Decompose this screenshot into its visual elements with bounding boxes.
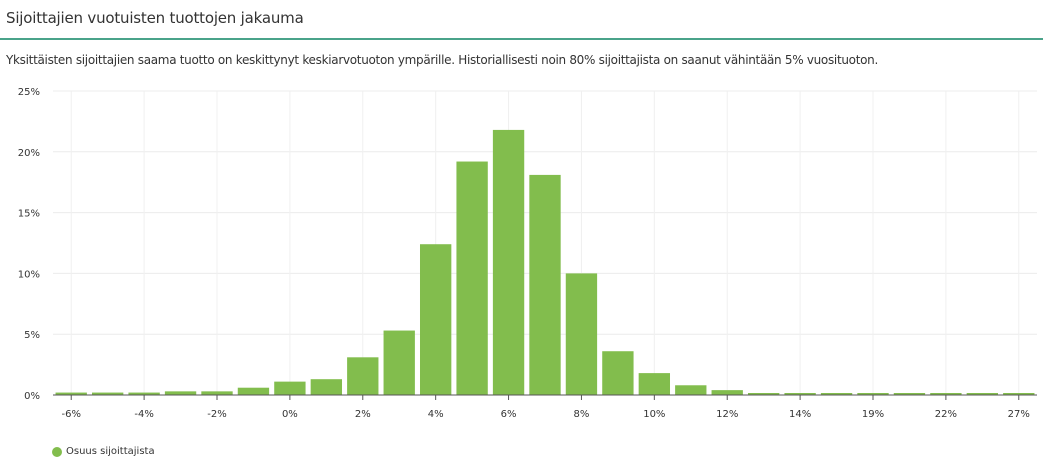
- y-tick-label: 5%: [24, 330, 40, 341]
- y-tick-label: 10%: [18, 269, 40, 280]
- x-tick-label: 27%: [1008, 409, 1030, 420]
- bar-25%: [966, 393, 999, 395]
- x-tick-label: 4%: [428, 409, 444, 420]
- bar--3%: [164, 391, 197, 395]
- x-tick-label: -4%: [134, 409, 153, 420]
- x-tick-label: 2%: [355, 409, 371, 420]
- bar-22%: [930, 393, 962, 395]
- x-tick-label: 22%: [935, 409, 957, 420]
- x-tick-label: 19%: [862, 409, 884, 420]
- x-tick-label: 0%: [282, 409, 298, 420]
- bar-19%: [857, 393, 889, 395]
- bar-3%: [383, 330, 415, 395]
- y-tick-label: 25%: [18, 87, 40, 98]
- bar--6%: [55, 392, 87, 395]
- y-tick-label: 15%: [18, 209, 40, 220]
- y-tick-label: 20%: [18, 148, 40, 159]
- y-tick-label: 0%: [24, 391, 40, 402]
- bar-4%: [419, 244, 452, 395]
- bar--2%: [201, 391, 233, 395]
- bar-5%: [456, 161, 488, 395]
- bar--1%: [237, 387, 270, 395]
- bar-9%: [602, 351, 634, 395]
- legend-marker: [52, 446, 62, 457]
- x-tick-label: 12%: [716, 409, 738, 420]
- page-title: Sijoittajien vuotuisten tuottojen jakaum…: [6, 9, 304, 27]
- title-divider: [0, 38, 1043, 40]
- header: Sijoittajien vuotuisten tuottojen jakaum…: [0, 0, 1043, 42]
- x-tick-label: 10%: [643, 409, 665, 420]
- chart-legend[interactable]: Osuus sijoittajista: [52, 446, 155, 457]
- legend-label: Osuus sijoittajista: [66, 446, 155, 457]
- bar-27%: [1003, 393, 1035, 395]
- x-tick-label: -2%: [207, 409, 226, 420]
- bar--5%: [91, 392, 124, 395]
- x-tick-label: -6%: [61, 409, 80, 420]
- x-tick-label: 14%: [789, 409, 811, 420]
- chart-description: Yksittäisten sijoittajien saama tuotto o…: [6, 53, 878, 67]
- bar-12%: [711, 390, 743, 395]
- x-tick-label: 8%: [574, 409, 590, 420]
- bar--4%: [128, 392, 160, 395]
- bar-1%: [310, 379, 343, 395]
- bar-2%: [347, 357, 379, 395]
- bar-20%: [893, 393, 926, 395]
- bar-14%: [784, 393, 816, 395]
- bar-11%: [675, 385, 707, 395]
- bar-10%: [638, 373, 671, 395]
- bar-15%: [820, 393, 853, 395]
- bar-8%: [565, 273, 598, 395]
- bar-0%: [274, 381, 306, 395]
- bar-13%: [747, 393, 780, 395]
- bar-6%: [492, 129, 525, 396]
- x-tick-label: 6%: [501, 409, 517, 420]
- bar-7%: [529, 174, 561, 395]
- distribution-chart: 0% 5% 10% 15% 20% 25% -6% -4% -2% 0% 2% 4% 6% 8% 10% 12…: [18, 87, 1037, 420]
